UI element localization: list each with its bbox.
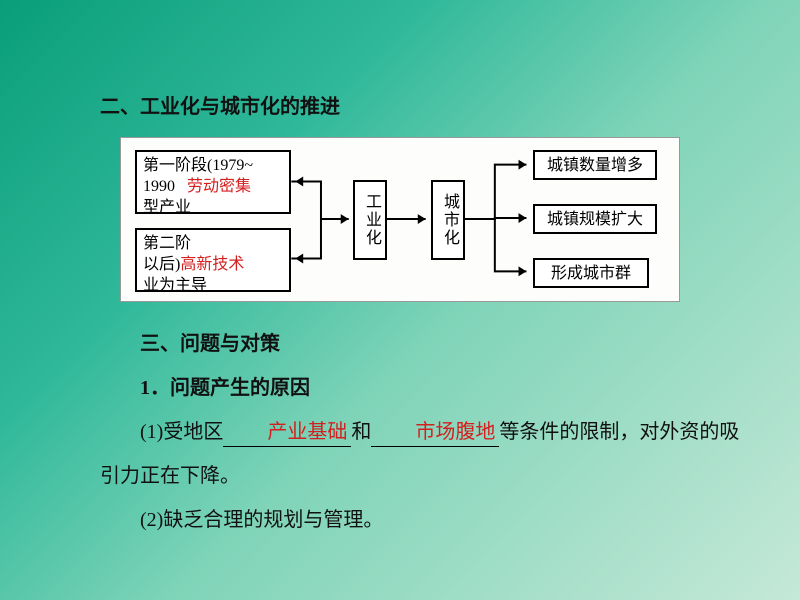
blank-2: 市场腹地 (371, 418, 499, 447)
para1-c: 等条件的限制，对外资的吸 (499, 421, 739, 443)
node-output-1: 城镇数量增多 (533, 150, 657, 180)
out1-label: 城镇数量增多 (547, 157, 643, 174)
content-area: 二、工业化与城市化的推进 第一阶段(1979~ 1990 劳动密集 型产业 第二… (100, 90, 740, 542)
para1-a: (1)受地区 (140, 421, 223, 443)
urban-label: 城市化 (441, 193, 458, 247)
node-stage2: 第二阶 以后)高新技术 业为主导 (135, 228, 291, 292)
stage1-line2a: 1990 (143, 178, 175, 195)
node-output-2: 城镇规模扩大 (533, 204, 657, 234)
stage2-line2b: 高新技术 (180, 256, 244, 273)
section-2-heading: 二、工业化与城市化的推进 (100, 90, 740, 119)
diagram-container: 第一阶段(1979~ 1990 劳动密集 型产业 第二阶 以后)高新技术 业为主… (120, 137, 680, 302)
out3-label: 形成城市群 (551, 265, 631, 282)
out2-label: 城镇规模扩大 (547, 211, 643, 228)
subsection-1-heading: 1．问题产生的原因 (100, 366, 740, 410)
stage2-line2a: 以后) (143, 256, 180, 273)
node-industrialization: 工业化 (353, 180, 387, 260)
node-urbanization: 城市化 (431, 180, 465, 260)
para1-b: 和 (351, 421, 371, 443)
section-3: 三、问题与对策 1．问题产生的原因 (1)受地区 产业基础和 市场腹地等条件的限制，… (100, 322, 740, 542)
stage2-line3: 业为主导 (143, 277, 207, 294)
stage2-line1: 第二阶 (143, 235, 191, 252)
blank1-text: 产业基础 (267, 421, 347, 443)
section-3-heading: 三、问题与对策 (100, 322, 740, 366)
node-stage1: 第一阶段(1979~ 1990 劳动密集 型产业 (135, 150, 291, 214)
blank-1: 产业基础 (223, 418, 351, 447)
para-1-cont: 引力正在下降。 (100, 454, 740, 498)
stage1-line3: 型产业 (143, 199, 191, 216)
para-2: (2)缺乏合理的规划与管理。 (100, 498, 740, 542)
indus-label: 工业化 (363, 193, 380, 247)
stage1-line1: 第一阶段(1979~ (143, 157, 253, 174)
blank2-text: 市场腹地 (415, 421, 495, 443)
stage1-line2b: 劳动密集 (187, 178, 251, 195)
para-1: (1)受地区 产业基础和 市场腹地等条件的限制，对外资的吸 (100, 410, 740, 454)
node-output-3: 形成城市群 (533, 258, 649, 288)
